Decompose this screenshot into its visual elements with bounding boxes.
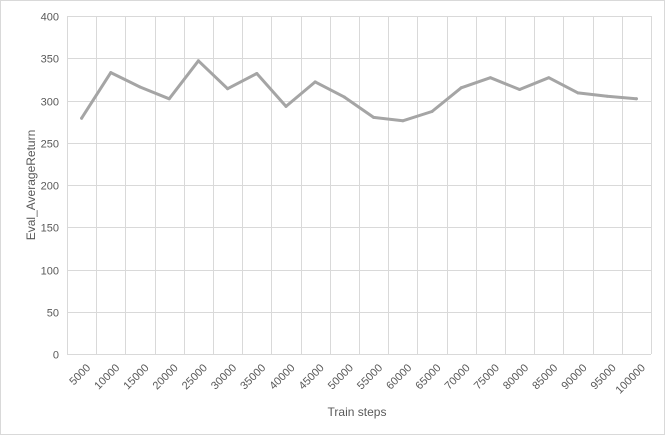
y-tick-label: 400 (41, 12, 59, 24)
y-axis-title: Eval_AverageReturn (24, 130, 38, 241)
data-point (459, 86, 463, 90)
gridlines (67, 16, 652, 355)
x-tick-label: 60000 (384, 362, 414, 392)
x-tick-label: 85000 (530, 362, 560, 392)
y-tick-label: 250 (41, 139, 59, 151)
y-tick-label: 150 (41, 223, 59, 235)
data-point (518, 88, 522, 91)
x-tick-label: 5000 (67, 362, 93, 388)
x-tick-label: 35000 (238, 362, 268, 392)
x-tick-label: 10000 (92, 362, 122, 392)
x-tick-label: 100000 (614, 362, 648, 396)
data-point (167, 97, 171, 101)
data-point (138, 85, 142, 89)
data-point (401, 119, 405, 123)
y-tick-label: 200 (41, 181, 59, 193)
data-point (284, 104, 288, 108)
x-tick-label: 75000 (472, 362, 502, 392)
x-tick-label: 30000 (209, 362, 239, 392)
data-point (109, 71, 113, 75)
x-tick-label: 65000 (413, 362, 443, 392)
data-point (342, 95, 346, 99)
data-point (196, 59, 200, 63)
data-point (313, 80, 317, 84)
data-point (80, 116, 84, 120)
x-tick-label: 50000 (326, 362, 356, 392)
data-point (255, 72, 259, 75)
x-tick-label: 70000 (443, 362, 473, 392)
y-tick-label: 100 (41, 266, 59, 278)
x-tick-label: 90000 (559, 362, 589, 392)
data-point (488, 76, 492, 80)
y-tick-label: 350 (41, 54, 59, 66)
x-axis-title: Train steps (328, 405, 387, 419)
series-lines (80, 59, 638, 123)
data-point (372, 115, 376, 119)
x-tick-label: 40000 (267, 362, 297, 392)
data-point (634, 97, 638, 101)
data-point (547, 76, 551, 80)
series-line (80, 59, 638, 123)
x-tick-label: 55000 (355, 362, 385, 392)
data-point (605, 94, 609, 98)
y-tick-label: 0 (53, 350, 59, 362)
data-point (226, 87, 230, 91)
x-tick-label: 80000 (501, 362, 531, 392)
x-tick-label: 45000 (297, 362, 327, 392)
x-axis-ticks: 5000 10000 15000 20000 25000 30000 35000 40000 4… (67, 362, 648, 396)
data-point (430, 110, 434, 113)
x-tick-label: 20000 (151, 362, 181, 392)
y-tick-label: 300 (41, 97, 59, 109)
x-tick-label: 25000 (180, 362, 210, 392)
data-point (576, 91, 580, 95)
y-tick-label: 50 (47, 308, 59, 320)
x-tick-label: 15000 (121, 362, 151, 392)
y-axis-ticks: 0 50 100 150 200 250 300 350 400 (41, 12, 59, 362)
